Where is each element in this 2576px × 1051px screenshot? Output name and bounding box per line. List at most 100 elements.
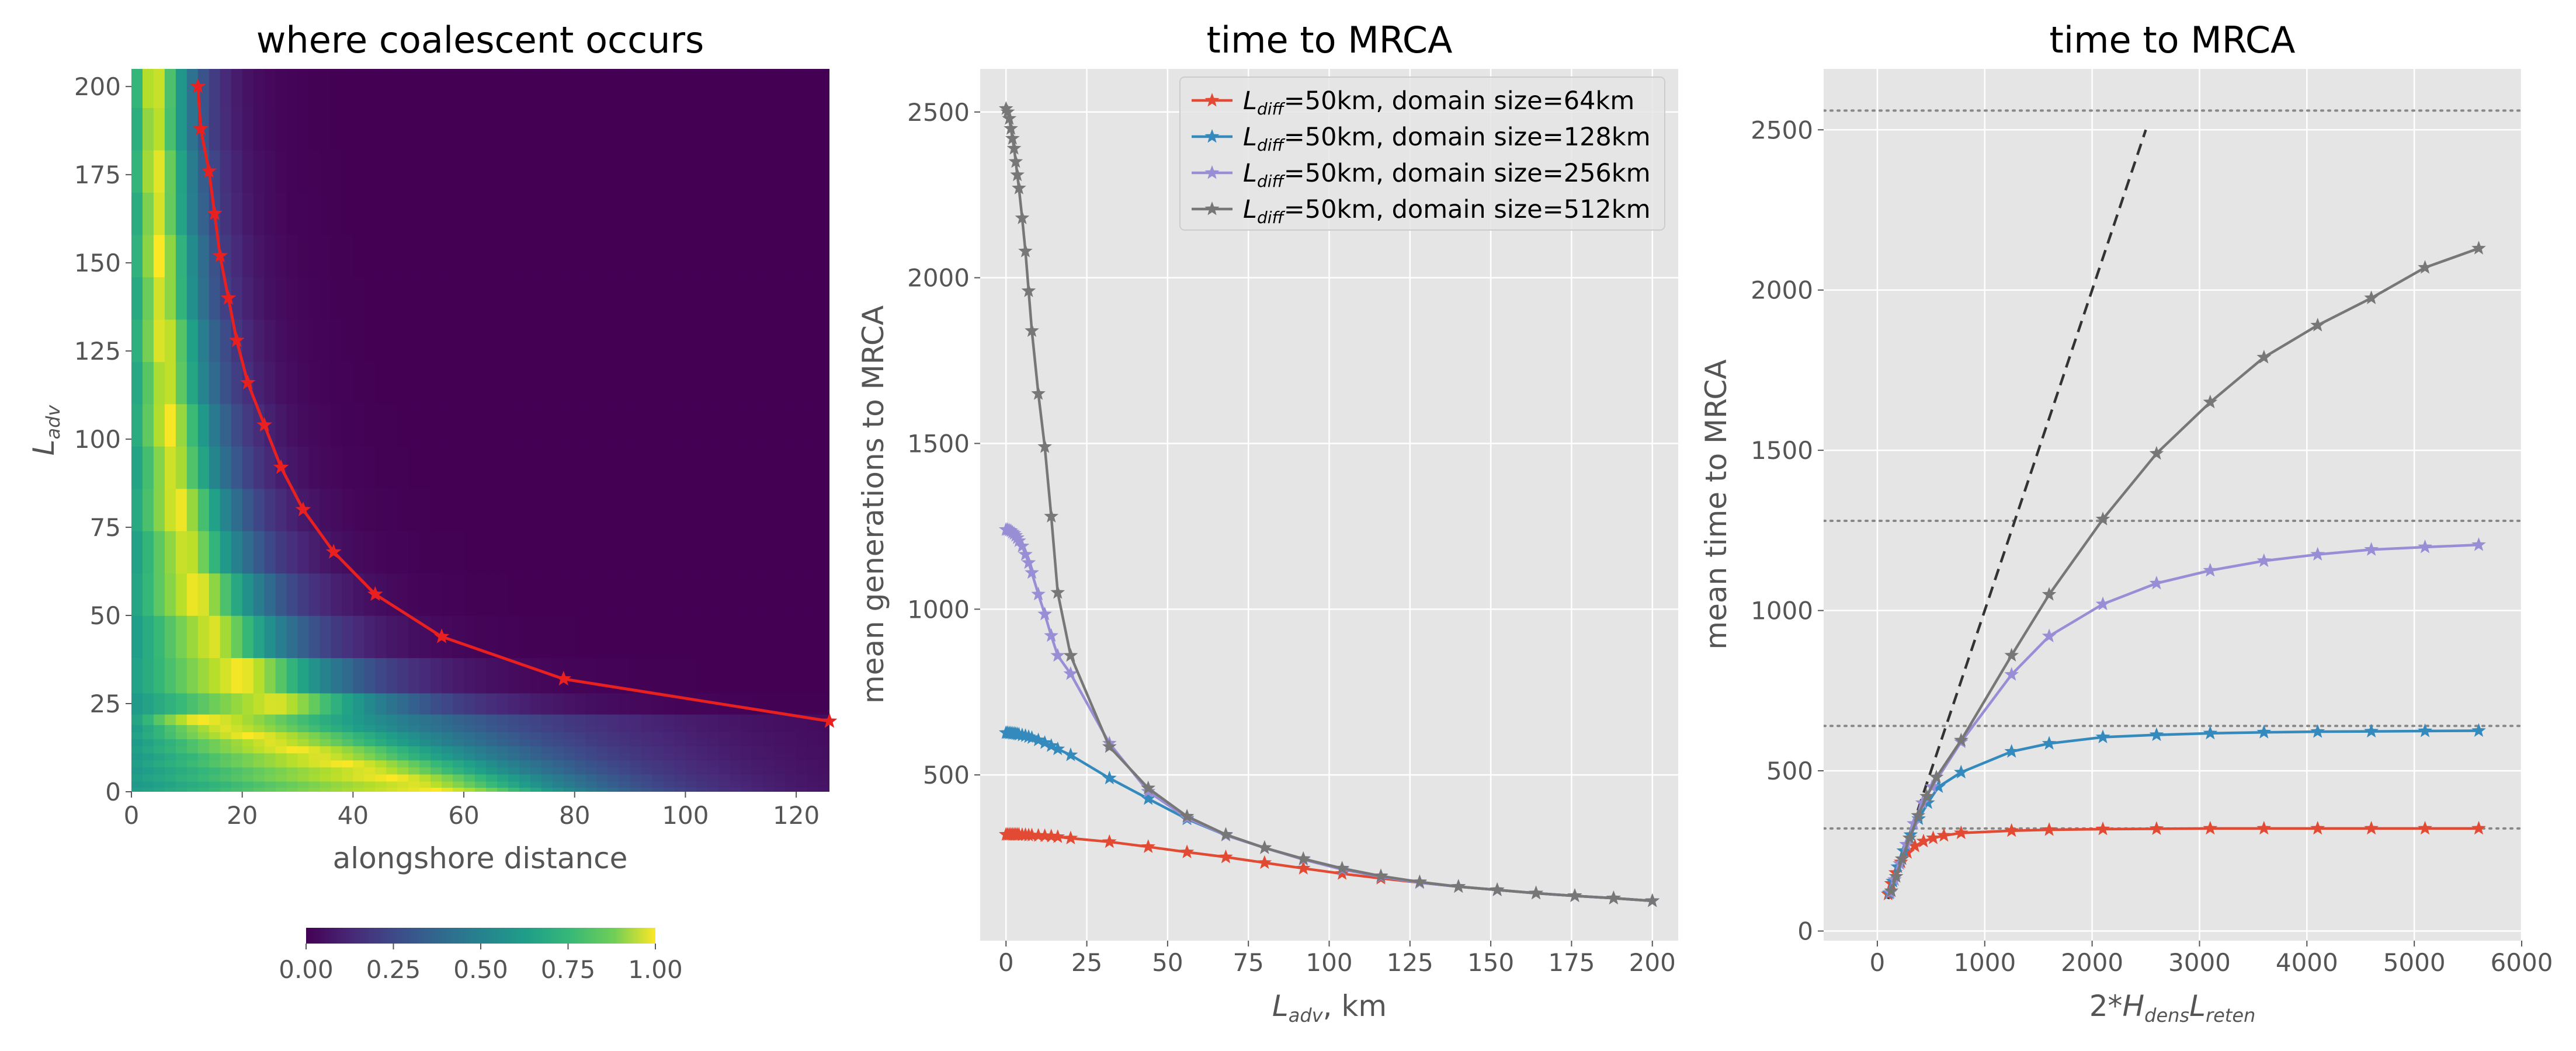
heatmap-cell: [264, 149, 276, 193]
heatmap-cell: [818, 107, 829, 151]
heatmap-cell: [585, 739, 598, 747]
heatmap-cell: [530, 615, 542, 659]
heatmap-cell: [153, 531, 165, 574]
heatmap-cell: [596, 753, 609, 761]
heatmap-cell: [774, 657, 786, 694]
heatmap-cell: [641, 774, 653, 782]
heatmap-cell: [730, 767, 742, 775]
heatmap-cell: [197, 234, 210, 277]
heatmap-x-ticks: 0 20 40 60 80 100 120: [124, 792, 820, 830]
heatmap-cell: [397, 403, 409, 447]
heatmap-cell: [364, 531, 376, 574]
heatmap-cell: [453, 739, 464, 747]
heatmap-cell: [652, 446, 664, 489]
heatmap-cell: [364, 149, 376, 193]
heatmap-cell: [442, 488, 453, 531]
heatmap-cell: [718, 149, 731, 193]
heatmap-cell: [774, 615, 786, 659]
heatmap-cell: [541, 319, 553, 362]
heatmap-cell: [320, 714, 332, 725]
heatmap-cell: [375, 192, 387, 235]
heatmap-cell: [164, 234, 176, 277]
heatmap-cell: [674, 714, 686, 725]
heatmap-cell: [320, 149, 332, 193]
heatmap-cell: [143, 781, 154, 788]
heatmap-cell: [431, 725, 442, 732]
heatmap-cell: [818, 403, 829, 447]
heatmap-cell: [763, 767, 775, 775]
heatmap-cell: [231, 446, 243, 489]
heatmap-cell: [674, 732, 686, 739]
heatmap-cell: [552, 725, 564, 732]
heatmap-cell: [818, 531, 829, 574]
heatmap-cell: [741, 692, 753, 715]
heatmap-cell: [386, 615, 398, 659]
heatmap-cell: [143, 725, 154, 732]
heatmap-cell: [785, 107, 797, 151]
heatmap-cell: [153, 746, 165, 754]
heatmap-cell: [143, 361, 154, 405]
heatmap-cell: [752, 488, 763, 531]
heatmap-cell: [663, 739, 675, 747]
heatmap-cell: [419, 403, 431, 447]
heatmap-cell: [286, 531, 298, 574]
heatmap-cell: [186, 615, 199, 659]
y-tick-label: 25: [90, 690, 121, 718]
heatmap-cell: [752, 657, 763, 694]
heatmap-cell: [541, 488, 553, 531]
heatmap-cell: [297, 692, 310, 715]
heatmap-cell: [630, 774, 642, 782]
heatmap-cell: [596, 69, 609, 108]
heatmap-cell: [652, 787, 664, 792]
heatmap-cell: [275, 531, 287, 574]
heatmap-cell: [741, 714, 753, 725]
heatmap-cell: [807, 69, 819, 108]
heatmap-cell: [143, 149, 154, 193]
heatmap-cell: [530, 753, 542, 761]
heatmap-cell: [663, 725, 675, 732]
heatmap-cell: [663, 615, 675, 659]
heatmap-cell: [596, 739, 609, 747]
heatmap-cell: [663, 446, 675, 489]
heatmap-cell: [541, 746, 553, 754]
heatmap-cell: [707, 714, 720, 725]
heatmap-cell: [585, 787, 598, 792]
heatmap-cell: [353, 107, 365, 151]
heatmap-cell: [143, 746, 154, 754]
heatmap-cell: [231, 573, 243, 616]
heatmap-cell: [353, 192, 365, 235]
heatmap-cell: [397, 277, 409, 320]
heatmap-cell: [253, 149, 265, 193]
heatmap-cell: [641, 760, 653, 768]
peak-marker: [295, 501, 311, 517]
data-point: [1004, 121, 1018, 135]
y-tick-label: 1000: [1751, 597, 1813, 625]
heatmap-cell: [419, 531, 431, 574]
heatmap-cell: [752, 760, 763, 768]
heatmap-cell: [796, 781, 808, 788]
legend-label: Ldiff=50km, domain size=512km: [1243, 195, 1651, 227]
heatmap-cell: [574, 403, 586, 447]
heatmap-cell: [785, 446, 797, 489]
heatmap-cell: [552, 446, 564, 489]
heatmap-cell: [785, 361, 797, 405]
heatmap-cell: [220, 732, 232, 739]
heatmap-cell: [220, 319, 232, 362]
heatmap-cell: [419, 192, 431, 235]
heatmap-cell: [275, 692, 287, 715]
heatmap-cell: [475, 714, 487, 725]
heatmap-cell: [364, 361, 376, 405]
heatmap-cell: [375, 774, 387, 782]
heatmap-cell: [408, 69, 420, 108]
heatmap-cell: [475, 753, 487, 761]
heatmap-cell: [763, 753, 775, 761]
heatmap-cell: [209, 488, 221, 531]
heatmap-cell: [674, 361, 686, 405]
heatmap-cell: [508, 234, 520, 277]
heatmap-cell: [818, 725, 829, 732]
mrca-ladv-y-label: mean generations to MRCA: [856, 305, 890, 704]
heatmap-y-label: Ladv: [27, 405, 64, 456]
x-tick-label: 75: [1233, 948, 1263, 977]
heatmap-cell: [807, 149, 819, 193]
heatmap-cell: [253, 319, 265, 362]
